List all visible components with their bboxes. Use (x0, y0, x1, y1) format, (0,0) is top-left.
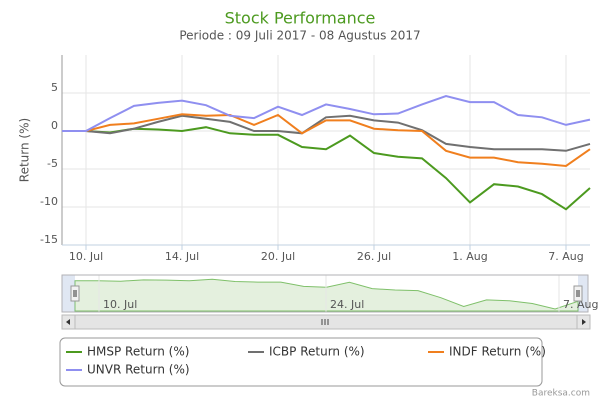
legend-label: UNVR Return (%) (87, 363, 190, 377)
y-tick-label: -5 (47, 157, 58, 170)
x-tick-label: 7. Aug (548, 250, 583, 263)
x-tick-label: 10. Jul (69, 250, 103, 263)
scrollbar-grip (321, 319, 329, 325)
legend-label: INDF Return (%) (449, 345, 546, 359)
chart-title: Stock Performance (225, 9, 376, 28)
scrollbar-thumb[interactable] (74, 314, 578, 330)
x-tick-label: 1. Aug (452, 250, 487, 263)
arrow-left (66, 319, 70, 325)
series-line (62, 126, 591, 211)
navigator-handle[interactable] (573, 285, 583, 302)
y-tick-label: 0 (51, 119, 58, 132)
x-tick-label: 20. Jul (261, 250, 295, 263)
handle-grip (576, 290, 580, 297)
x-tick-label: 14. Jul (165, 250, 199, 263)
arrow-right (582, 319, 586, 325)
series-line (62, 94, 591, 132)
navigator-mask (62, 275, 75, 312)
navigator-handle[interactable] (70, 285, 80, 302)
series-line (62, 113, 591, 168)
legend-label: HMSP Return (%) (87, 345, 189, 359)
y-tick-label: -15 (40, 233, 58, 246)
navigator-label: 10. Jul (103, 298, 137, 311)
handle-grip (73, 290, 77, 297)
y-tick-label: -10 (40, 195, 58, 208)
legend-label: ICBP Return (%) (269, 345, 365, 359)
x-tick-label: 26. Jul (357, 250, 391, 263)
navigator-frame (61, 274, 589, 313)
navigator-mask (578, 275, 588, 312)
series-line (62, 114, 591, 152)
credit: Bareksa.com (532, 389, 590, 399)
chart-subtitle: Periode : 09 Juli 2017 - 08 Agustus 2017 (179, 29, 420, 43)
legend-box (59, 337, 543, 387)
navigator-label: 7. Aug (563, 298, 598, 311)
y-axis-title: Return (%) (18, 118, 32, 182)
navigator-label: 24. Jul (330, 298, 364, 311)
y-tick-label: 5 (51, 81, 58, 94)
